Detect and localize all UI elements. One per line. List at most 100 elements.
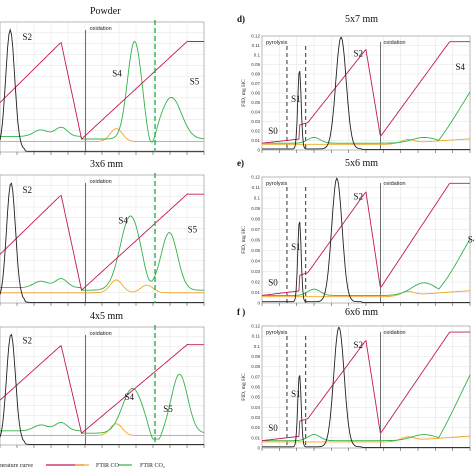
y-tick-label: 0.12: [251, 34, 260, 39]
peak-label-s4: S4: [455, 62, 465, 72]
peak-label-s2: S2: [22, 336, 32, 346]
phase-label-oxidation: oxidation: [384, 330, 406, 336]
peak-label-s2: S2: [354, 49, 364, 59]
peak-label-s4: S4: [112, 69, 122, 79]
grid: [262, 326, 470, 448]
y-tick-label: 0: [257, 148, 260, 153]
peak-label-s0: S0: [268, 126, 278, 136]
phase-label-oxidation: oxidation: [90, 179, 112, 185]
panel-title: 5x6 mm: [345, 158, 378, 169]
series-temperature: [261, 41, 470, 144]
y-tick-label: 0.06: [251, 91, 260, 96]
y-tick-label: 0.02: [251, 425, 260, 430]
y-tick-label: 0.04: [251, 259, 260, 264]
y-tick-label: 0.12: [251, 324, 260, 329]
series-ftir-co: [0, 128, 204, 143]
grid: [262, 177, 470, 303]
chart-panel-4: 5x7 mm d) 0 0.01 0.02 0.03 0.04 0.05 0.06 0.07 0.0…: [237, 14, 471, 153]
y-tick-label: 0.02: [251, 280, 260, 285]
peak-label-s4: S4: [124, 392, 134, 402]
y-tick-label: 0.05: [251, 248, 260, 253]
grid: [0, 175, 204, 303]
y-tick-label: 0.08: [251, 72, 260, 77]
phase-label-oxidation: oxidation: [90, 331, 112, 337]
legend-label-temperature: Temperature curve: [0, 463, 33, 469]
y-tick-label: 0.01: [251, 138, 260, 143]
y-tick-label: 0.05: [251, 395, 260, 400]
y-tick-label: 0.09: [251, 206, 260, 211]
series-ftir-co2: [0, 373, 205, 440]
y-tick-label: 0.03: [251, 119, 260, 124]
y-tick-label: 0.11: [252, 43, 261, 48]
series-temperature: [261, 182, 470, 296]
y-tick-label: 0.11: [252, 334, 261, 339]
peak-label-s5: S5: [190, 76, 200, 86]
peak-label-s2: S2: [354, 340, 364, 350]
peak-label-s4: S4: [468, 235, 474, 245]
chart-panel-5: 5x6 mm e) 0 0.01 0.02 0.03 0.04 0.05 0.06 0.07 0.0…: [237, 158, 474, 306]
y-tick-label: 0.03: [251, 269, 260, 274]
grid: [262, 36, 470, 150]
phase-label-pyrolysis: pyrolysis: [266, 330, 288, 336]
y-tick-label: 0.07: [251, 81, 260, 86]
series-temperature: [0, 343, 204, 435]
y-tick-label: 0.02: [251, 129, 260, 134]
y-tick-label: 0.1: [254, 344, 261, 349]
series-fid-hc: [262, 36, 470, 150]
y-tick-label: 0.08: [251, 217, 260, 222]
y-tick-label: 0.01: [251, 290, 260, 295]
series-ftir-co2: [262, 91, 471, 144]
peak-label-s2: S2: [354, 192, 364, 202]
y-tick-label: 0.09: [251, 354, 260, 359]
peak-label-s1: S1: [291, 389, 301, 399]
panel-title: Powder: [90, 6, 121, 17]
y-tick-label: 0.11: [252, 185, 261, 190]
series-ftir-co: [262, 138, 471, 145]
y-tick-label: 0: [257, 446, 260, 451]
y-tick-label: 0.01: [251, 435, 260, 440]
series-temperature: [261, 331, 470, 442]
series-fid-hc: [0, 333, 204, 445]
chart-panel-1: Powder oxidation S2 S4 S5: [0, 6, 205, 155]
series-fid-hc: [0, 28, 204, 152]
peak-label-s5: S5: [188, 225, 198, 235]
peak-label-s2: S2: [22, 185, 32, 195]
y-tick-label: 0.05: [251, 100, 260, 105]
series-ftir-co: [0, 423, 204, 437]
peak-label-s1: S1: [291, 94, 301, 104]
panel-label: e): [237, 158, 244, 168]
phase-label-oxidation: oxidation: [90, 26, 112, 32]
peak-label-s0: S0: [268, 277, 278, 287]
peak-label-s2: S2: [22, 32, 32, 42]
legend: Temperature curve FTIR CO FTIR CO₂: [0, 463, 165, 469]
series-temperature: [0, 193, 204, 292]
series-fid-hc: [262, 326, 470, 448]
y-tick-label: 0.12: [251, 175, 260, 180]
y-tick-label: 0.04: [251, 405, 260, 410]
y-tick-label: 0.09: [251, 62, 260, 67]
legend-label-co2: FTIR CO₂: [140, 463, 165, 469]
phase-label-pyrolysis: pyrolysis: [266, 181, 288, 187]
series-temperature: [0, 40, 204, 140]
series-ftir-co: [262, 435, 471, 443]
panel-title: 3x6 mm: [90, 159, 123, 170]
y-tick-label: 0.03: [251, 415, 260, 420]
series-ftir-co2: [262, 374, 471, 442]
series-ftir-co2: [0, 215, 204, 291]
series-ftir-co: [0, 279, 204, 294]
chart-panel-2: 3x6 mm oxidation S2 S4 S5: [0, 159, 205, 306]
series-fid-hc: [262, 177, 470, 303]
phase-label-oxidation: oxidation: [384, 181, 406, 187]
chart-panel-3: 4x5 mm oxidation S2 S4 S5: [0, 311, 205, 448]
y-tick-label: 0.08: [251, 364, 260, 369]
y-tick-label: 0.07: [251, 374, 260, 379]
y-axis-label: FID, mg HC: [241, 373, 247, 401]
series-fid-hc: [0, 182, 204, 303]
peak-label-s4: S4: [118, 216, 128, 226]
peak-label-s5: S5: [163, 404, 173, 414]
series-ftir-co: [262, 290, 470, 298]
chart-panel-6: 6x6 mm f ) 0 0.01 0.02 0.03 0.04 0.05 0.06 0.07 0.…: [237, 307, 471, 451]
peak-label-s1: S1: [291, 242, 301, 252]
phase-label-pyrolysis: pyrolysis: [266, 40, 288, 46]
y-axis-label: FID, mg HC: [241, 79, 247, 107]
